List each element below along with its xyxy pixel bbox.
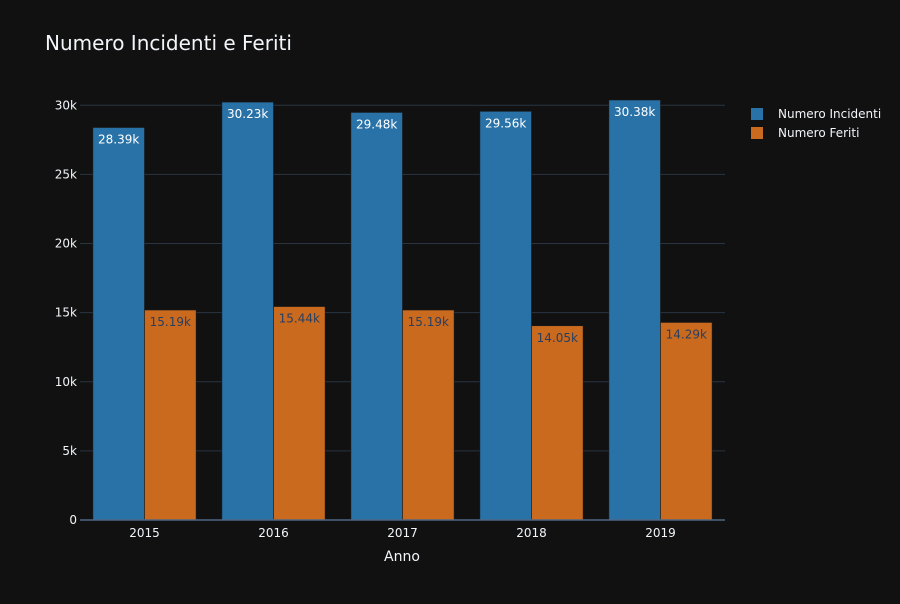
bar-numero-incidenti[interactable] [350,112,403,521]
y-tick-label: 20k [55,237,77,251]
legend-label[interactable]: Numero Incidenti [778,107,881,121]
bar-numero-incidenti[interactable] [608,99,661,521]
legend-swatch[interactable] [751,127,763,139]
bar-numero-incidenti[interactable] [479,111,532,521]
bar-data-label: 29.48k [356,117,397,131]
x-tick-label: 2019 [645,526,676,540]
bar-data-label: 28.39k [98,133,139,147]
bar-numero-feriti[interactable] [144,309,197,521]
bars [92,99,713,521]
bar-data-label: 15.19k [408,315,449,329]
x-axis-title: Anno [384,549,420,565]
bar-numero-feriti[interactable] [660,322,713,521]
bar-data-label: 30.38k [614,105,655,119]
bar-data-label: 15.19k [150,315,191,329]
bar-data-label: 15.44k [279,312,320,326]
legend: Numero Incidenti Numero Feriti [751,107,881,140]
x-tick-label: 2016 [258,526,289,540]
y-tick-label: 25k [55,167,77,181]
x-tick-label: 2015 [129,526,160,540]
legend-label[interactable]: Numero Feriti [778,126,859,140]
bar-data-label: 30.23k [227,107,268,121]
x-tick-label: 2018 [516,526,547,540]
y-tick-label: 0 [69,513,77,527]
y-tick-label: 15k [55,306,77,320]
x-tick-label: 2017 [387,526,418,540]
bar-numero-feriti[interactable] [273,306,326,521]
legend-swatch[interactable] [751,108,763,120]
y-tick-label: 30k [55,98,77,112]
bar-numero-feriti[interactable] [402,309,455,521]
data-labels: 28.39k 15.19k 30.23k 15.44k 29.48k 15.19k 29.5… [98,105,707,345]
bar-data-label: 14.05k [537,331,578,345]
bar-numero-incidenti[interactable] [221,101,274,521]
axes: 0 5k 10k 15k 20k 25k 30k 2015 2016 2017 2018 2019 [55,98,725,540]
bar-data-label: 14.29k [666,327,707,341]
bar-numero-incidenti[interactable] [92,127,145,521]
bar-numero-feriti[interactable] [531,325,584,521]
y-tick-label: 5k [62,444,77,458]
chart-title: Numero Incidenti e Feriti [45,31,292,55]
bar-data-label: 29.56k [485,116,526,130]
y-tick-label: 10k [55,375,77,389]
